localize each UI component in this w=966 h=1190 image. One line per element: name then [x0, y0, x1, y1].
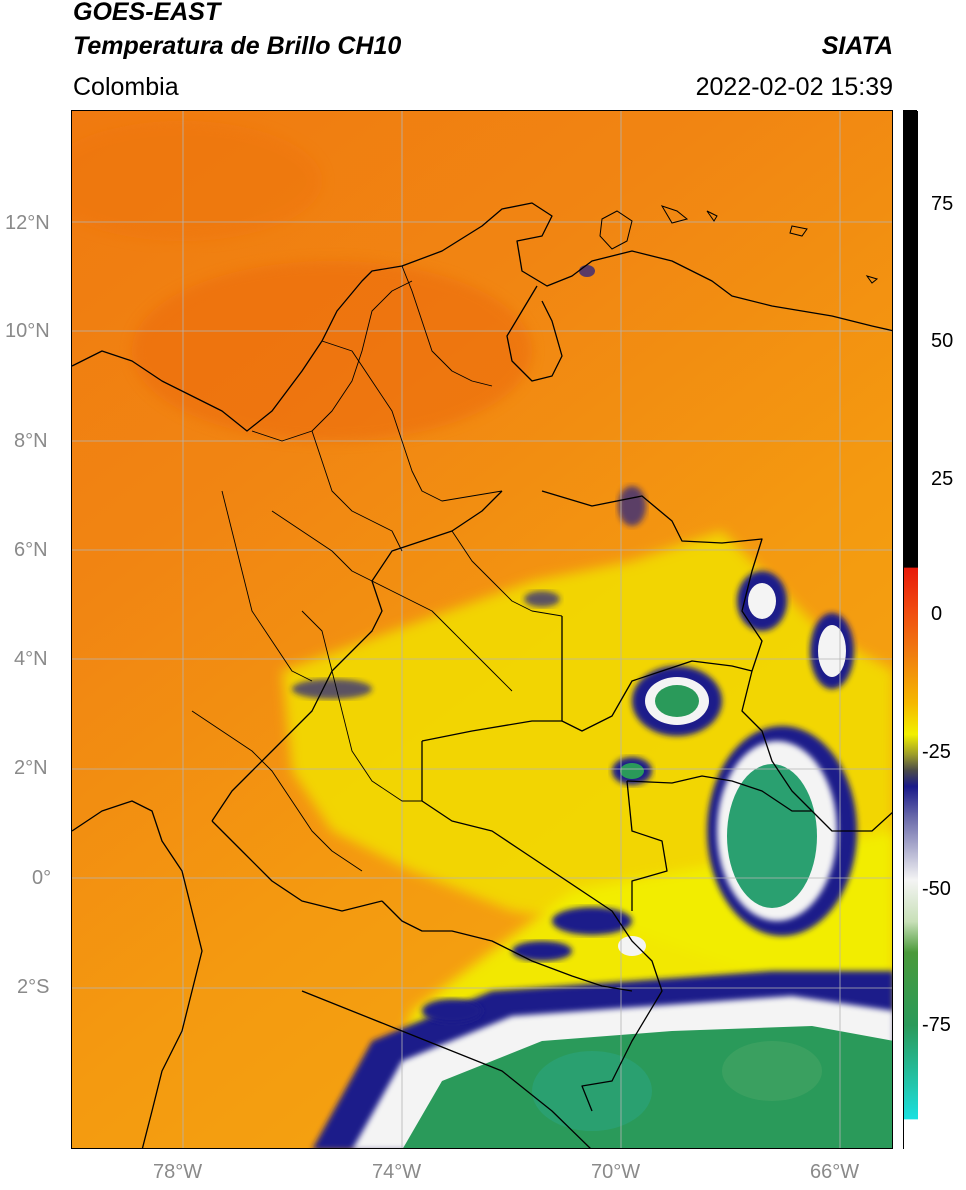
caribbean-islands [599, 205, 879, 284]
lat-label: 10°N [5, 320, 50, 342]
convective-system-upper [632, 666, 722, 736]
colorbar-tick: -75 [922, 1014, 951, 1036]
organization-label: SIATA [821, 32, 893, 60]
convective-system-east [707, 726, 857, 936]
lon-label: 70°W [591, 1161, 641, 1183]
lat-label: 0° [32, 867, 52, 889]
lon-label: 78°W [153, 1161, 203, 1183]
datetime-label: 2022-02-02 15:39 [695, 73, 893, 101]
colorbar-tick: 0 [931, 603, 943, 625]
satellite-map [71, 110, 893, 1149]
temperature-colorbar [903, 110, 918, 1150]
graticule [72, 111, 892, 1148]
department-boundaries [191, 265, 563, 872]
map-canvas [72, 111, 892, 1148]
colorbar-tick: 25 [931, 468, 954, 490]
warm-region [72, 121, 322, 241]
lat-label: 12°N [5, 212, 50, 234]
region-label: Colombia [73, 73, 179, 101]
lat-label: 8°N [14, 430, 48, 452]
lat-label: 4°N [14, 648, 48, 670]
lat-label: 2°N [14, 757, 48, 779]
colorbar-tick: 75 [931, 193, 954, 215]
satellite-title: GOES-EAST [73, 0, 221, 26]
lat-label: 6°N [14, 539, 48, 561]
scattered-cells [292, 265, 652, 1023]
lon-label: 74°W [372, 1161, 422, 1183]
political-boundaries [72, 202, 892, 1148]
warm-region [132, 261, 532, 441]
convective-system-ne [737, 571, 854, 689]
colorbar-tick: 50 [931, 330, 954, 352]
colorbar-tick: -25 [922, 741, 951, 763]
product-title: Temperatura de Brillo CH10 [73, 32, 402, 60]
colorbar-tick: -50 [922, 878, 951, 900]
lon-label: 66°W [810, 1161, 860, 1183]
colorbar-scale [904, 111, 918, 1150]
lat-label: 2°S [17, 976, 50, 998]
